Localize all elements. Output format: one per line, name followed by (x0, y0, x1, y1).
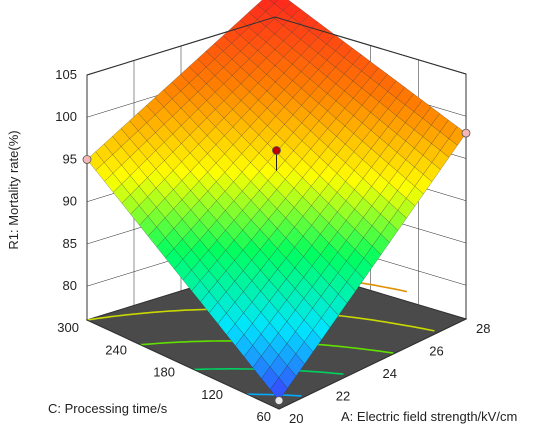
design-point (461, 128, 471, 138)
design-point (82, 155, 92, 164)
surface-cell (270, 377, 288, 401)
y-tick-label: 60 (257, 409, 271, 424)
axis-box-front (86, 16, 467, 410)
floor-right-edge (278, 318, 467, 410)
y-axis-title: C: Processing time/s (48, 401, 168, 416)
tick-labels: 80 85 90 95 100 105 20 22 24 26 28 60 120 180 240 300 (55, 67, 490, 426)
z-tick-label: 80 (63, 278, 77, 293)
y-tick-label: 180 (153, 365, 175, 380)
surface-cell (269, 0, 279, 4)
design-point (272, 146, 281, 155)
x-tick-label: 20 (289, 411, 303, 426)
x-axis-title: A: Electric field strength/kV/cm (341, 409, 517, 424)
top-left-edge (86, 16, 276, 76)
y-tick-label: 240 (105, 342, 127, 357)
floor-left-edge (86, 319, 280, 410)
response-surface (86, 0, 467, 401)
design-point (274, 396, 284, 405)
top-right-edge (274, 16, 467, 75)
x-tick-label: 22 (336, 389, 350, 404)
y-tick-label: 300 (57, 320, 79, 335)
floor-contour-line (246, 393, 302, 397)
x-tick-label: 24 (383, 366, 397, 381)
z-tick-label: 100 (55, 109, 77, 124)
design-points (82, 128, 471, 405)
z-tick-label: 90 (63, 194, 77, 209)
x-tick-label: 26 (429, 344, 443, 359)
z-tick-label: 105 (55, 67, 77, 82)
z-tick-label: 85 (63, 236, 77, 251)
z-tick-label: 95 (63, 151, 77, 166)
z-axis-title: R1: Mortality rate(%) (6, 130, 21, 249)
x-tick-label: 28 (476, 321, 490, 336)
y-tick-label: 120 (201, 387, 223, 402)
